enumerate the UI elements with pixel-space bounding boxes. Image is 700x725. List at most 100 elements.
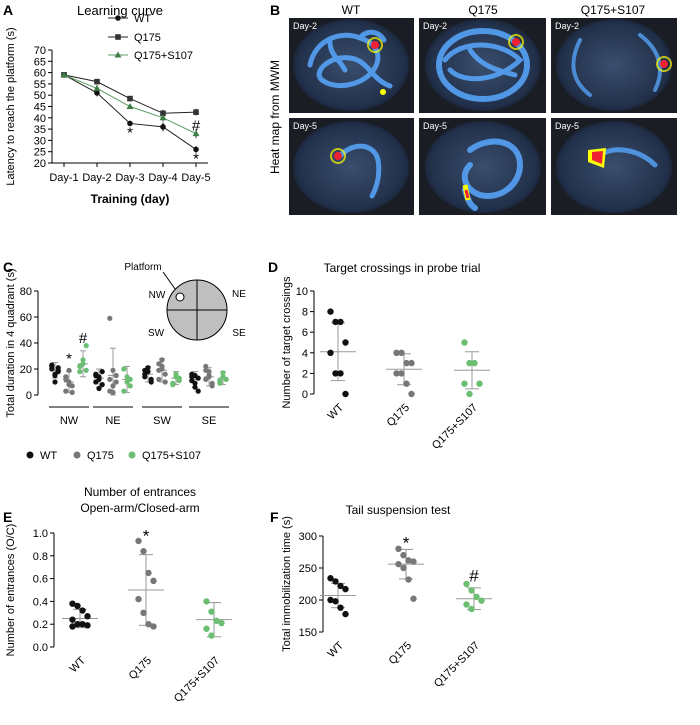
- data-point: [55, 365, 61, 371]
- data-point: [113, 379, 119, 385]
- data-point: [80, 357, 86, 363]
- data-point: [135, 537, 142, 545]
- y-tick-label: 2: [302, 368, 308, 380]
- panel-f-letter: F: [270, 509, 279, 525]
- data-point: [398, 349, 405, 356]
- point-marker: [94, 78, 100, 85]
- x-tick-label: Day-4: [148, 172, 177, 184]
- data-point: [66, 382, 72, 388]
- data-point: [332, 318, 339, 326]
- data-point: [127, 383, 133, 389]
- y-tick-label: 10: [296, 286, 308, 298]
- legend-label: Q175: [134, 32, 161, 44]
- data-point: [206, 374, 212, 380]
- significance-marker: *: [193, 150, 199, 167]
- point-marker: [126, 103, 134, 109]
- data-point: [150, 577, 157, 585]
- data-point: [403, 380, 410, 387]
- data-point: [405, 576, 412, 583]
- data-point: [466, 359, 473, 367]
- data-point: [176, 375, 182, 381]
- data-point: [52, 379, 58, 385]
- panel-a-title: Learning curve: [77, 3, 163, 18]
- data-point: [83, 367, 89, 373]
- y-tick-label: 45: [34, 102, 46, 114]
- data-point: [332, 578, 339, 585]
- data-point: [74, 621, 81, 628]
- y-tick-label: 20: [20, 364, 32, 376]
- data-point: [410, 558, 417, 565]
- data-point: [410, 595, 417, 602]
- y-tick-label: 35: [34, 124, 46, 136]
- data-point: [327, 308, 334, 315]
- x-tick-label: Day-5: [181, 172, 210, 184]
- y-tick-label: 60: [34, 68, 46, 80]
- y-tick-label: 8: [302, 307, 308, 319]
- y-tick-label: 70: [34, 45, 46, 57]
- x-tick-label: Q175+S107: [430, 402, 480, 452]
- data-point: [192, 372, 198, 379]
- quadrant-label-nw: NW: [149, 290, 166, 301]
- data-point: [337, 604, 344, 611]
- y-axis-label: Total duration in 4 quadrant (s): [5, 268, 17, 417]
- data-point: [195, 388, 201, 394]
- y-tick-label: 0.6: [33, 574, 48, 586]
- x-tick-label: Q175: [127, 655, 155, 683]
- point-marker: [127, 95, 133, 102]
- y-tick-label: 0: [26, 390, 32, 402]
- data-point: [468, 605, 475, 613]
- data-point: [79, 621, 86, 628]
- data-point: [127, 376, 133, 382]
- day5-label: Day-5: [555, 121, 579, 131]
- y-tick-label: 0.2: [33, 619, 48, 631]
- data-point: [63, 388, 69, 394]
- x-tick-label: Q175+S107: [172, 655, 222, 705]
- data-point: [93, 379, 99, 385]
- data-point: [393, 349, 400, 356]
- significance-marker: *: [403, 533, 410, 552]
- y-tick-label: 0.8: [33, 551, 48, 563]
- point-marker: [193, 146, 199, 153]
- heatmap-tile-s107-day5: Day-5: [551, 118, 677, 215]
- significance-marker: *: [143, 526, 150, 545]
- data-point: [69, 623, 76, 630]
- data-point: [209, 380, 215, 386]
- data-point: [342, 339, 349, 346]
- data-point: [77, 369, 83, 375]
- x-tick-label: Q175: [385, 402, 413, 430]
- data-point: [140, 609, 147, 616]
- x-axis-label: Training (day): [91, 192, 170, 206]
- data-point: [203, 363, 209, 369]
- data-point: [337, 582, 344, 590]
- data-point: [84, 613, 91, 620]
- point-marker: [160, 124, 166, 130]
- data-point: [203, 625, 210, 632]
- y-tick-label: 250: [299, 563, 317, 575]
- data-point: [110, 367, 116, 373]
- data-point: [159, 357, 165, 363]
- y-tick-label: 0.0: [33, 642, 48, 654]
- legend-marker: [115, 34, 121, 40]
- data-point: [220, 370, 226, 376]
- data-point: [69, 616, 76, 623]
- data-point: [170, 382, 176, 388]
- data-point: [400, 552, 407, 559]
- data-point: [405, 557, 412, 564]
- x-tick-label: WT: [68, 654, 89, 675]
- data-point: [220, 374, 226, 380]
- data-point: [342, 610, 349, 618]
- point-marker: [159, 114, 167, 121]
- point-marker: [160, 110, 166, 117]
- data-point: [337, 318, 344, 326]
- data-point: [471, 359, 478, 367]
- data-point: [468, 587, 475, 594]
- x-tick-label: WT: [326, 639, 347, 660]
- heatmap-col-q175-s107: Q175+S107: [581, 3, 646, 17]
- quadrant-label-sw: SW: [148, 328, 165, 339]
- data-point: [327, 575, 334, 582]
- panel-e-title-line2: Open-arm/Closed-arm: [80, 501, 199, 515]
- panel-d-letter: D: [268, 259, 278, 275]
- day5-label: Day-5: [293, 121, 317, 131]
- data-point: [142, 371, 148, 377]
- panel-e-title-line1: Number of entrances: [84, 485, 196, 499]
